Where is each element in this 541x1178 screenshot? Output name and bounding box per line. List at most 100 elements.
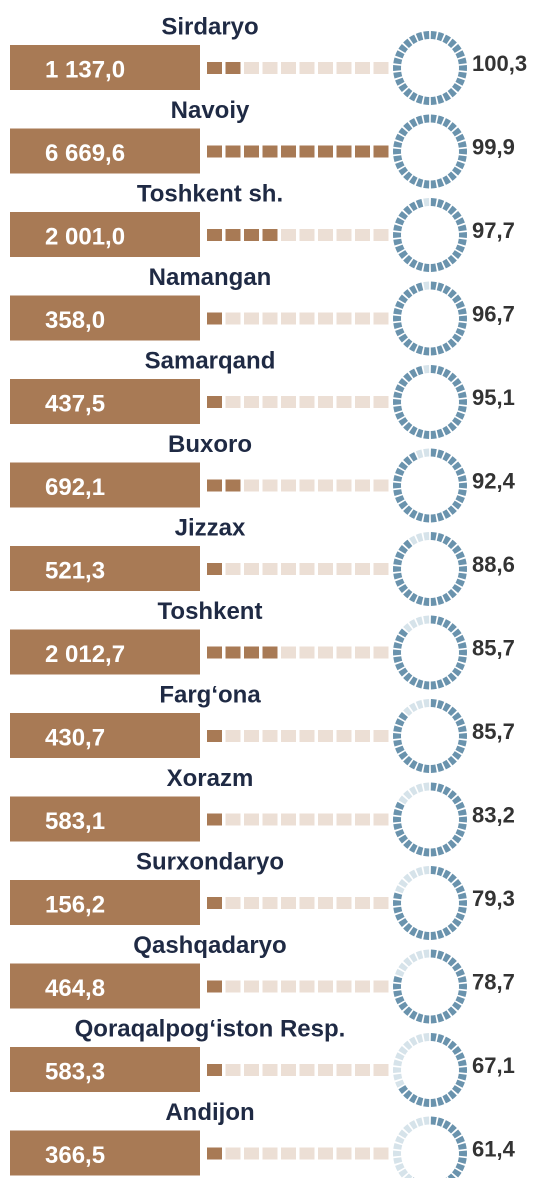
value-box bbox=[10, 963, 200, 1009]
ring-segment bbox=[455, 328, 465, 337]
ring-segment bbox=[403, 922, 413, 933]
bar-segment bbox=[318, 980, 333, 993]
ring-segment bbox=[455, 662, 465, 671]
bar-segment bbox=[336, 980, 352, 993]
ring-segment bbox=[451, 544, 462, 554]
segment-bar bbox=[207, 980, 389, 993]
ring-segment bbox=[457, 558, 467, 566]
bar-segment bbox=[207, 62, 222, 74]
ring-segment bbox=[393, 725, 403, 733]
ring-segment bbox=[403, 505, 413, 515]
value-label: 464,8 bbox=[45, 975, 105, 1002]
ring-segment bbox=[436, 1117, 445, 1127]
ring-segment bbox=[455, 50, 465, 59]
ring-segment bbox=[442, 258, 451, 269]
ring-segment bbox=[436, 199, 445, 209]
bar-segment bbox=[207, 813, 222, 826]
ring-segment bbox=[436, 449, 445, 459]
ring-segment bbox=[398, 834, 409, 844]
ring-segment bbox=[436, 32, 445, 42]
bar-segment bbox=[225, 1147, 241, 1160]
ring-segment bbox=[415, 261, 424, 271]
value-box bbox=[10, 546, 200, 591]
ring-segment bbox=[403, 790, 413, 800]
bar-segment bbox=[262, 730, 278, 742]
ring-segment bbox=[430, 513, 437, 523]
ring-segment bbox=[451, 918, 462, 928]
ring-segment bbox=[436, 700, 445, 710]
bar-segment bbox=[225, 396, 241, 408]
ring-segment bbox=[455, 495, 465, 504]
ring-segment bbox=[415, 700, 424, 710]
bar-segment bbox=[318, 646, 333, 659]
ring-segment bbox=[415, 512, 424, 522]
bar-segment bbox=[336, 1147, 352, 1160]
ring-segment bbox=[404, 1173, 413, 1178]
region-label: Toshkent bbox=[158, 598, 263, 625]
ring-segment bbox=[415, 1117, 424, 1127]
ring-segment bbox=[395, 161, 405, 170]
bar-segment bbox=[281, 145, 296, 158]
ring-segment bbox=[423, 931, 430, 940]
ring-segment bbox=[423, 1116, 430, 1126]
segment-bar bbox=[207, 229, 389, 241]
ring-segment bbox=[457, 391, 467, 399]
ring-segment bbox=[447, 1173, 456, 1178]
ring-segment bbox=[403, 87, 413, 98]
bar-segment bbox=[262, 813, 278, 826]
ring-segment bbox=[436, 595, 445, 605]
value-label: 437,5 bbox=[45, 390, 105, 417]
ring-segment bbox=[442, 452, 451, 462]
bar-segment bbox=[355, 479, 370, 492]
ring-segment bbox=[423, 114, 430, 124]
ring-segment bbox=[398, 127, 409, 137]
ring-segment bbox=[455, 912, 465, 921]
ring-segment bbox=[451, 834, 462, 844]
bar-segment bbox=[262, 479, 278, 492]
ring-segment bbox=[436, 115, 445, 125]
value-label: 2 012,7 bbox=[45, 641, 125, 668]
ring-segment bbox=[403, 957, 413, 967]
ring-segment bbox=[403, 372, 413, 383]
bar-segment bbox=[355, 563, 370, 575]
bar-segment bbox=[299, 145, 315, 158]
ring-segment bbox=[398, 166, 409, 176]
ring-segment bbox=[395, 662, 405, 671]
bar-segment bbox=[262, 563, 278, 575]
bar-segment bbox=[262, 229, 278, 241]
ring-segment bbox=[393, 489, 403, 497]
bar-segment bbox=[299, 479, 315, 492]
ring-segment bbox=[455, 1163, 465, 1172]
bar-segment bbox=[244, 479, 259, 492]
ring-segment bbox=[430, 430, 437, 439]
ring-segment bbox=[395, 718, 405, 727]
ring-segment bbox=[455, 77, 465, 86]
ring-segment bbox=[409, 535, 418, 546]
bar-segment bbox=[225, 897, 241, 909]
ring-segment bbox=[403, 122, 413, 132]
bar-segment bbox=[318, 145, 333, 158]
region-label: Qashqadaryo bbox=[133, 932, 286, 959]
value-box bbox=[10, 45, 200, 90]
bar-segment bbox=[207, 312, 222, 325]
ring-segment bbox=[409, 786, 418, 796]
ring-segment bbox=[415, 1096, 424, 1106]
ring-segment bbox=[423, 346, 430, 356]
ring-segment bbox=[423, 1098, 430, 1107]
segment-bar bbox=[207, 479, 389, 492]
value-label: 358,0 bbox=[45, 307, 105, 334]
ring-segment bbox=[442, 592, 451, 603]
ring-segment bbox=[398, 1129, 409, 1139]
ring-segment bbox=[442, 619, 451, 629]
ring-segment bbox=[423, 448, 430, 458]
ring-gauge bbox=[393, 532, 467, 606]
ring-segment bbox=[430, 615, 437, 625]
bar-segment bbox=[207, 145, 222, 158]
ring-segment bbox=[436, 1096, 445, 1106]
ring-segment bbox=[442, 869, 451, 880]
segment-bar bbox=[207, 563, 389, 575]
bar-segment bbox=[281, 1147, 296, 1160]
ring-segment bbox=[447, 873, 457, 884]
bar-segment bbox=[281, 1064, 296, 1076]
ring-segment bbox=[409, 1120, 418, 1130]
